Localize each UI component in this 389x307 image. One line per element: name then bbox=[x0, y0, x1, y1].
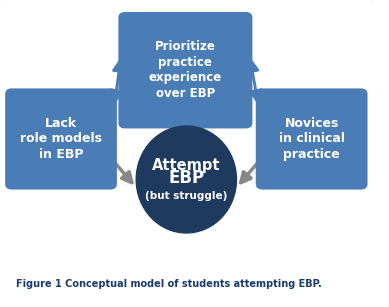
Ellipse shape bbox=[136, 126, 237, 233]
Text: Prioritize
practice
experience
over EBP: Prioritize practice experience over EBP bbox=[149, 41, 222, 100]
Text: Novices
in clinical
practice: Novices in clinical practice bbox=[279, 117, 345, 161]
Text: EBP: EBP bbox=[168, 169, 204, 187]
Text: Figure 1 Conceptual model of students attempting EBP.: Figure 1 Conceptual model of students at… bbox=[16, 279, 321, 290]
FancyBboxPatch shape bbox=[118, 12, 252, 128]
FancyBboxPatch shape bbox=[5, 88, 117, 189]
Text: Attempt: Attempt bbox=[152, 158, 221, 173]
Text: (but struggle): (but struggle) bbox=[145, 191, 228, 201]
FancyBboxPatch shape bbox=[256, 88, 368, 189]
FancyBboxPatch shape bbox=[0, 0, 374, 307]
Text: Lack
role models
in EBP: Lack role models in EBP bbox=[20, 117, 102, 161]
